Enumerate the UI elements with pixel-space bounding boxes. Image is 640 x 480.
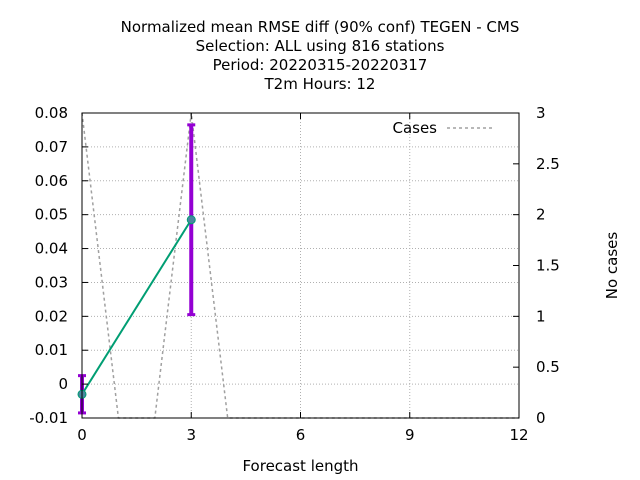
y-tick-label: 0.03 — [35, 273, 68, 291]
y-tick-label: 0.07 — [35, 138, 68, 156]
y2-tick-label: 1.5 — [536, 257, 560, 275]
data-point — [186, 215, 196, 225]
y2-tick-label: 2 — [536, 206, 546, 224]
title-line: Selection: ALL using 816 stations — [196, 37, 445, 55]
title-line: Period: 20220315-20220317 — [213, 56, 428, 74]
ticks: 0 3 6 9 12-0.0100.010.020.030.040.050.060.07… — [29, 104, 560, 444]
x-tick-label: 9 — [405, 426, 415, 444]
y2-tick-label: 0.5 — [536, 358, 560, 376]
rmse-diff-series — [77, 123, 196, 415]
y-tick-label: 0.05 — [35, 206, 68, 224]
y-tick-label: 0.01 — [35, 341, 68, 359]
y2-tick-label: 1 — [536, 307, 546, 325]
y2-tick-label: 0 — [536, 409, 546, 427]
title-line: Normalized mean RMSE diff (90% conf) TEG… — [121, 18, 520, 36]
y-tick-label: 0.08 — [35, 104, 68, 122]
x-axis-label: Forecast length — [242, 457, 358, 475]
x-tick-label: 3 — [186, 426, 196, 444]
title-line: T2m Hours: 12 — [264, 75, 376, 93]
y-tick-label: 0 — [58, 375, 68, 393]
y2-tick-label: 2.5 — [536, 155, 560, 173]
y-tick-label: -0.01 — [29, 409, 68, 427]
x-tick-label: 6 — [296, 426, 306, 444]
legend-label-cases: Cases — [392, 119, 437, 137]
y2-tick-label: 3 — [536, 104, 546, 122]
grid — [82, 113, 519, 418]
chart-title: Normalized mean RMSE diff (90% conf) TEG… — [121, 18, 520, 93]
y-tick-label: 0.06 — [35, 172, 68, 190]
y-tick-label: 0.04 — [35, 240, 68, 258]
x-tick-label: 12 — [509, 426, 528, 444]
y-tick-label: 0.02 — [35, 307, 68, 325]
x-tick-label: 0 — [77, 426, 87, 444]
y2-axis-label: No cases — [603, 232, 621, 300]
legend: Cases — [392, 119, 494, 137]
series-line — [81, 219, 193, 395]
